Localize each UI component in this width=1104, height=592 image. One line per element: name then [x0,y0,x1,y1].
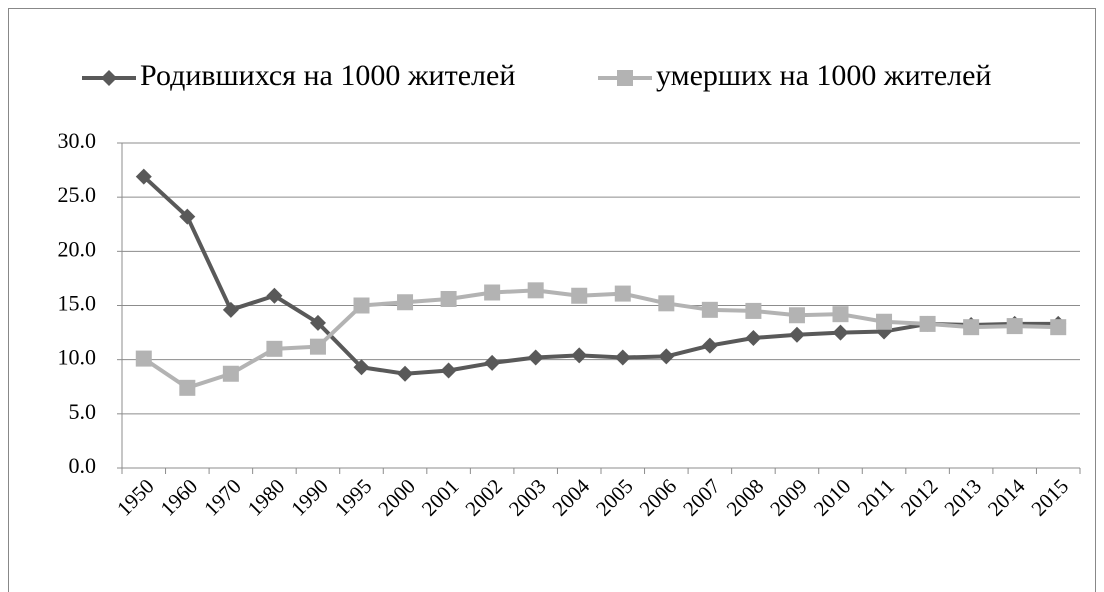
y-tick-label: 25.0 [58,182,97,207]
series-line [142,288,1059,390]
series-line [142,175,1059,376]
data-point [1050,319,1067,336]
data-point [745,302,762,319]
data-point [135,350,152,367]
data-point [484,284,501,301]
data-point [788,307,805,324]
data-point [309,314,326,331]
data-point [484,354,501,371]
data-point [135,168,152,185]
data-point [614,349,631,366]
data-point [832,306,849,323]
y-tick-label: 15.0 [58,291,97,316]
data-point [440,291,457,307]
data-point [788,326,805,343]
data-point [876,313,893,330]
data-point [1006,318,1023,335]
data-point [527,349,544,366]
y-tick-label: 5.0 [69,399,97,424]
data-point [353,359,370,376]
legend-marker [617,70,633,86]
data-point [832,324,849,341]
data-point [701,301,718,318]
data-point [919,315,936,332]
data-point [353,297,370,314]
data-point [440,362,457,379]
data-point [745,330,762,346]
legend-marker [101,70,117,86]
data-point [658,348,675,365]
data-point [222,365,239,382]
y-tick-label: 30.0 [58,128,97,153]
data-point [701,337,718,354]
data-point [614,285,631,302]
data-point [397,365,414,382]
data-point [658,295,675,312]
data-point [571,287,588,304]
data-point [309,338,326,355]
chart-border [8,8,1096,592]
data-point [266,287,283,304]
legend-label: Родившихся на 1000 жителей [140,59,515,92]
data-point [179,208,196,225]
data-point [179,379,196,396]
data-point [963,319,980,336]
data-point [527,282,544,299]
data-point [571,347,588,364]
legend-label: умерших на 1000 жителей [656,59,991,92]
y-tick-label: 10.0 [58,345,97,370]
data-point [266,340,283,357]
data-point [397,294,414,311]
data-point [222,301,239,318]
y-tick-label: 0.0 [69,453,97,478]
y-tick-label: 20.0 [58,236,97,261]
